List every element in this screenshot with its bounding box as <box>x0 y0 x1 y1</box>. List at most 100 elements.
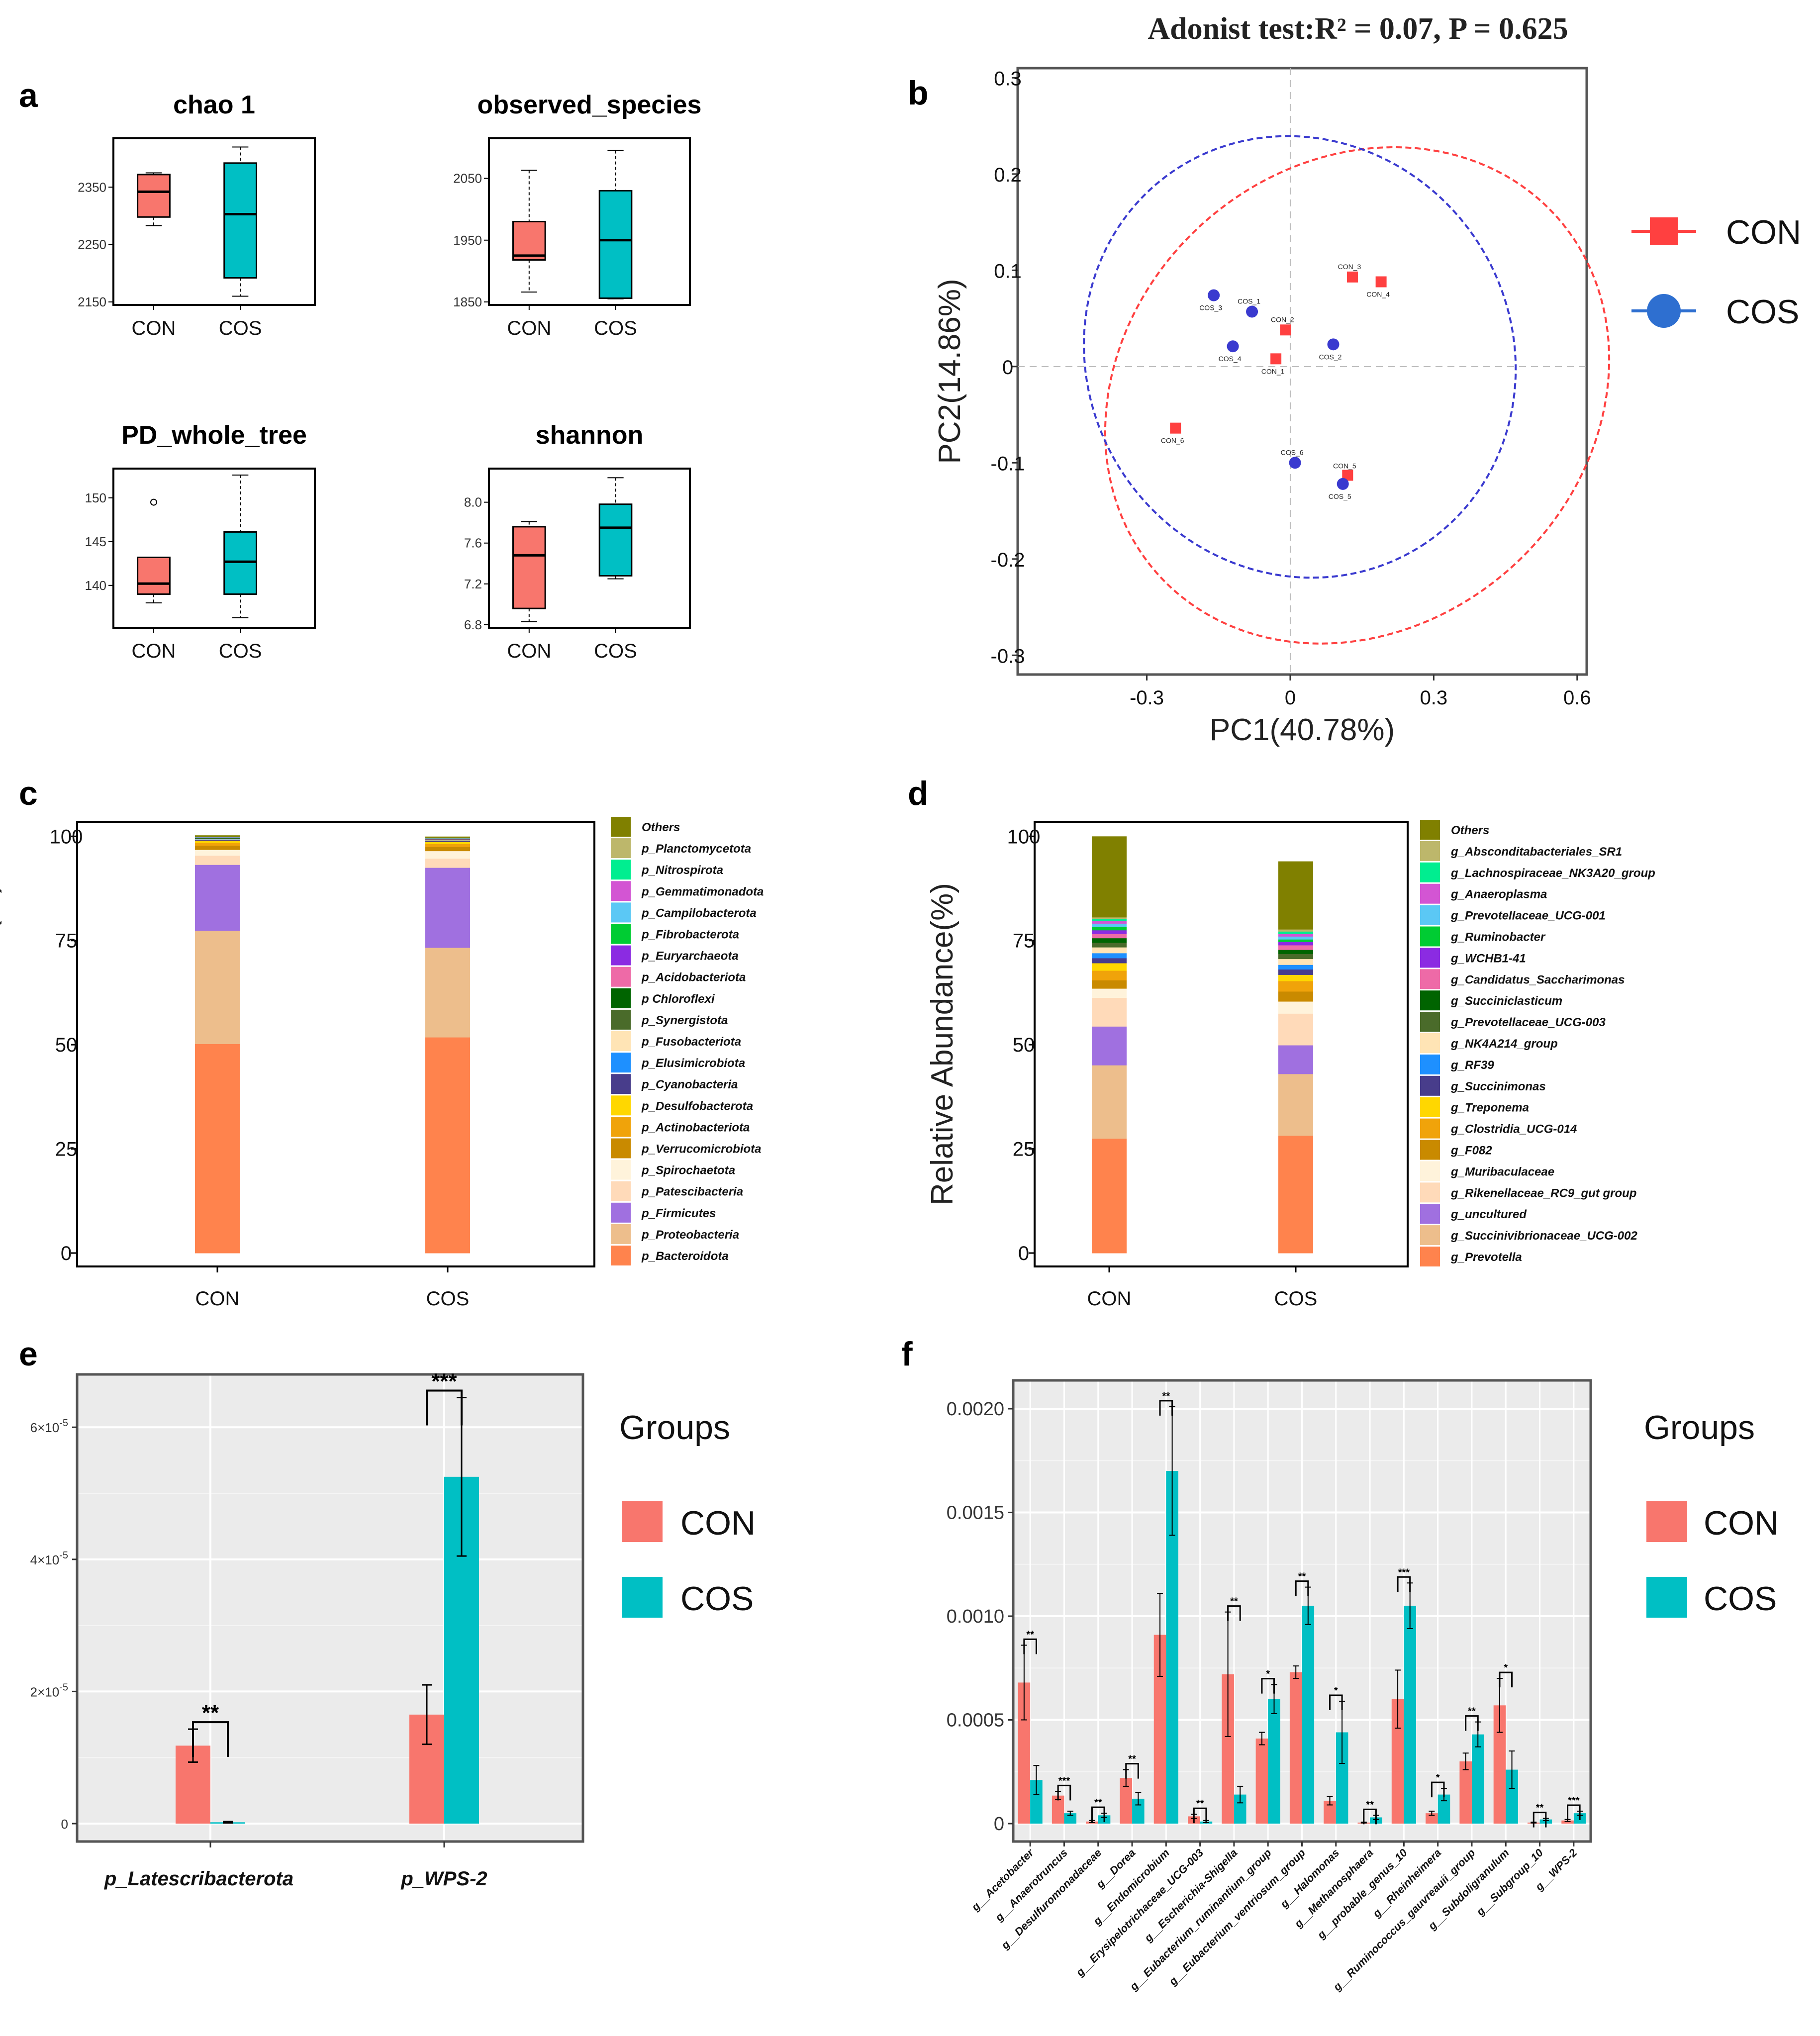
significance-marker: * <box>1504 1662 1508 1673</box>
x-category-label: COS <box>594 317 637 339</box>
x-tick-label: 0 <box>1285 687 1296 709</box>
stack-segment-g_Absconditabacteriales_SR1 <box>1278 929 1313 932</box>
y-tick-label: 100 <box>50 826 83 848</box>
point-label: COS_6 <box>1281 448 1304 456</box>
legend-label: g_Clostridia_UCG-014 <box>1450 1123 1577 1136</box>
legend-label: p_Gemmatimonadota <box>641 885 764 898</box>
legend-label: g_NK4A214_group <box>1450 1037 1558 1051</box>
legend-label: g_Treponema <box>1450 1101 1529 1115</box>
legend-label: p_Patescibacteria <box>641 1185 743 1199</box>
panel-d-genus-abundance: CON COS 0 25 50 75 100 Relative Abundance(%) Oth… <box>925 820 1655 1310</box>
stack-segment-p_Patescibacteria <box>195 855 240 865</box>
x-category-label: p_WPS-2 <box>400 1868 487 1890</box>
y-tick-label: 0.2 <box>994 164 1022 186</box>
legend-swatch <box>1420 1012 1440 1032</box>
legend-label-COS: COS <box>1704 1580 1777 1618</box>
legend-swatch <box>1420 1097 1440 1117</box>
legend-label: p_Fusobacteriota <box>641 1035 741 1049</box>
bar-CON <box>1255 1739 1268 1824</box>
stack-segment-p Chloroflexi <box>195 838 240 839</box>
legend-swatch <box>611 924 631 944</box>
stack-segment-p_Actinobacteriota <box>425 844 470 847</box>
confidence-ellipse-COS <box>1083 135 1517 579</box>
legend-label: p_Fibrobacterota <box>641 928 739 942</box>
tick-mantissa: 4×10 <box>30 1552 60 1567</box>
significance-bracket <box>192 1721 229 1757</box>
y-tick-label: 0.0005 <box>947 1710 1004 1731</box>
legend-marker-COS <box>1647 294 1681 328</box>
point-label: COS_2 <box>1319 353 1342 361</box>
legend-swatch <box>1420 1182 1440 1203</box>
legend-swatch <box>1420 926 1440 947</box>
legend-label: p_Actinobacteriota <box>641 1121 750 1134</box>
point-COS_6 <box>1289 457 1301 469</box>
legend-label: g_Ruminobacter <box>1450 931 1546 944</box>
x-category-label: CON <box>195 1288 240 1310</box>
significance-marker: *** <box>431 1369 457 1393</box>
plot-frame <box>76 1373 584 1843</box>
legend-swatch <box>1420 1075 1440 1096</box>
box-CON <box>512 526 546 609</box>
point-label: CON_3 <box>1338 263 1361 271</box>
stack-segment-p_Desulfobacterota <box>195 840 240 843</box>
y-tick-label: 2×10-5 <box>30 1682 68 1699</box>
boxplot-frame <box>488 137 691 306</box>
stack-segment-g_Prevotellaceae_UCG-003 <box>1278 954 1313 960</box>
tick-mantissa: 2×10 <box>30 1684 60 1699</box>
significance-bracket <box>1159 1400 1173 1416</box>
stack-segment-g_Lachnospiraceae_NK3A20_group <box>1092 919 1127 921</box>
significance-marker: ** <box>1196 1798 1204 1809</box>
stack-segment-g_Treponema <box>1092 963 1127 971</box>
y-tick-label: 50 <box>1013 1034 1035 1056</box>
legend-swatch-COS <box>622 1577 663 1618</box>
legend-label: g_Muribaculaceae <box>1450 1165 1554 1178</box>
x-category-label: COS <box>219 317 262 339</box>
legend-swatch-COS <box>1646 1577 1687 1618</box>
stack-segment-p_Firmicutes <box>195 865 240 931</box>
outlier-point <box>150 498 157 506</box>
y-axis-title: Relative Abundance(%) <box>925 883 959 1205</box>
legend-label: g_RF39 <box>1450 1059 1494 1072</box>
bar-CON <box>1289 1672 1302 1824</box>
y-tick-label: 145 <box>85 534 106 549</box>
stack-segment-g_Clostridia_UCG-014 <box>1092 970 1127 980</box>
boxplot-frame <box>112 137 316 306</box>
stack-segment-Others <box>1278 861 1313 930</box>
legend-swatch <box>1420 1140 1440 1160</box>
significance-marker: ** <box>1162 1391 1170 1402</box>
significance-bracket <box>1533 1812 1547 1828</box>
point-CON_6 <box>1170 422 1181 434</box>
legend-swatch-CON <box>622 1501 663 1542</box>
stack-segment-p_Patescibacteria <box>425 858 470 868</box>
box-COS <box>598 190 633 299</box>
legend-swatch <box>1420 1118 1440 1139</box>
legend-swatch <box>1420 820 1440 840</box>
point-label: COS_3 <box>1199 304 1222 312</box>
box-CON <box>512 221 546 261</box>
significance-bracket <box>1329 1694 1343 1710</box>
y-tick-label: 0.0010 <box>947 1606 1004 1627</box>
significance-marker: * <box>1436 1772 1440 1783</box>
point-COS_4 <box>1227 340 1239 353</box>
panel-label-f: f <box>901 1335 913 1373</box>
legend-swatch <box>611 967 631 987</box>
point-CON_2 <box>1280 324 1291 336</box>
legend-label: g_Lachnospiraceae_NK3A20_group <box>1450 867 1655 880</box>
y-tick-label: 1850 <box>453 294 482 309</box>
stack-segment-p_Cyanobacteria <box>195 840 240 841</box>
legend-swatch <box>1420 1225 1440 1246</box>
box-CON <box>137 556 171 595</box>
point-COS_2 <box>1327 338 1340 351</box>
significance-marker: *** <box>1398 1567 1410 1578</box>
stack-segment-p_Firmicutes <box>425 868 470 948</box>
significance-marker: ** <box>1298 1571 1306 1582</box>
legend-label: p_Campilobacterota <box>641 906 757 920</box>
significance-marker: ** <box>202 1701 219 1725</box>
boxplot-3: PD_whole_tree 140 145 150 CON COS <box>85 421 316 662</box>
significance-bracket <box>1363 1808 1377 1825</box>
y-tick-label: 100 <box>1007 826 1041 848</box>
significance-marker: *** <box>1058 1775 1070 1786</box>
legend-label: g_Prevotellaceae_UCG-003 <box>1450 1016 1606 1029</box>
x-category-label: CON <box>1087 1288 1132 1310</box>
y-tick-label: -0.1 <box>991 453 1025 475</box>
